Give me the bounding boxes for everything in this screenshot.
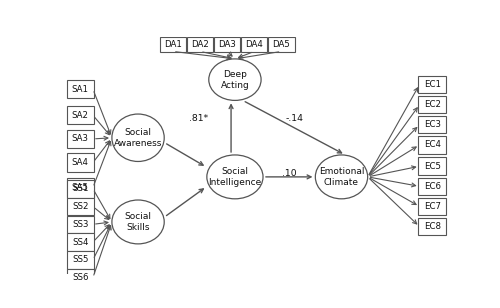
Text: EC4: EC4 [424,140,440,149]
Ellipse shape [316,155,368,199]
Text: SA1: SA1 [72,85,89,94]
Text: EC5: EC5 [424,162,440,171]
FancyBboxPatch shape [418,76,446,93]
Text: DA4: DA4 [246,40,263,49]
Text: DA1: DA1 [164,40,182,49]
Text: Social
Skills: Social Skills [124,212,152,232]
FancyBboxPatch shape [66,130,94,148]
Text: SS6: SS6 [72,273,88,282]
FancyBboxPatch shape [66,178,94,197]
Ellipse shape [209,59,261,100]
FancyBboxPatch shape [160,37,186,52]
Text: SS3: SS3 [72,220,88,229]
FancyBboxPatch shape [418,178,446,195]
Text: SA3: SA3 [72,134,89,144]
Text: DA3: DA3 [218,40,236,49]
Ellipse shape [207,155,263,199]
Text: SS5: SS5 [72,255,88,264]
Text: DA2: DA2 [191,40,209,49]
FancyBboxPatch shape [66,233,94,251]
Text: SA5: SA5 [72,183,89,192]
FancyBboxPatch shape [418,136,446,154]
Text: EC3: EC3 [424,120,440,129]
FancyBboxPatch shape [66,269,94,286]
Text: SA4: SA4 [72,158,89,167]
Text: Deep
Acting: Deep Acting [220,70,250,90]
FancyBboxPatch shape [66,251,94,269]
Text: SS4: SS4 [72,237,88,247]
Ellipse shape [112,200,164,244]
Text: -.14: -.14 [286,114,304,123]
FancyBboxPatch shape [241,37,268,52]
Text: Social
Intelligence: Social Intelligence [208,167,262,187]
Text: SS1: SS1 [72,184,88,193]
Text: EC7: EC7 [424,202,440,211]
FancyBboxPatch shape [418,157,446,175]
FancyBboxPatch shape [418,116,446,133]
Text: DA5: DA5 [272,40,290,49]
Text: EC6: EC6 [424,182,440,191]
Text: SA2: SA2 [72,111,89,120]
FancyBboxPatch shape [418,198,446,215]
Text: EC2: EC2 [424,100,440,109]
Text: .81*: .81* [188,114,208,123]
FancyBboxPatch shape [66,216,94,233]
Ellipse shape [112,114,164,161]
FancyBboxPatch shape [66,80,94,98]
Text: SS2: SS2 [72,202,88,211]
Text: EC1: EC1 [424,80,440,89]
FancyBboxPatch shape [268,37,294,52]
FancyBboxPatch shape [214,37,240,52]
FancyBboxPatch shape [66,106,94,124]
FancyBboxPatch shape [66,153,94,172]
FancyBboxPatch shape [187,37,213,52]
FancyBboxPatch shape [418,96,446,113]
FancyBboxPatch shape [66,180,94,197]
Text: Emotional
Climate: Emotional Climate [319,167,364,187]
Text: Social
Awareness: Social Awareness [114,128,162,148]
FancyBboxPatch shape [66,198,94,215]
FancyBboxPatch shape [418,218,446,235]
Text: EC8: EC8 [424,222,440,231]
Text: .10: .10 [282,169,296,178]
